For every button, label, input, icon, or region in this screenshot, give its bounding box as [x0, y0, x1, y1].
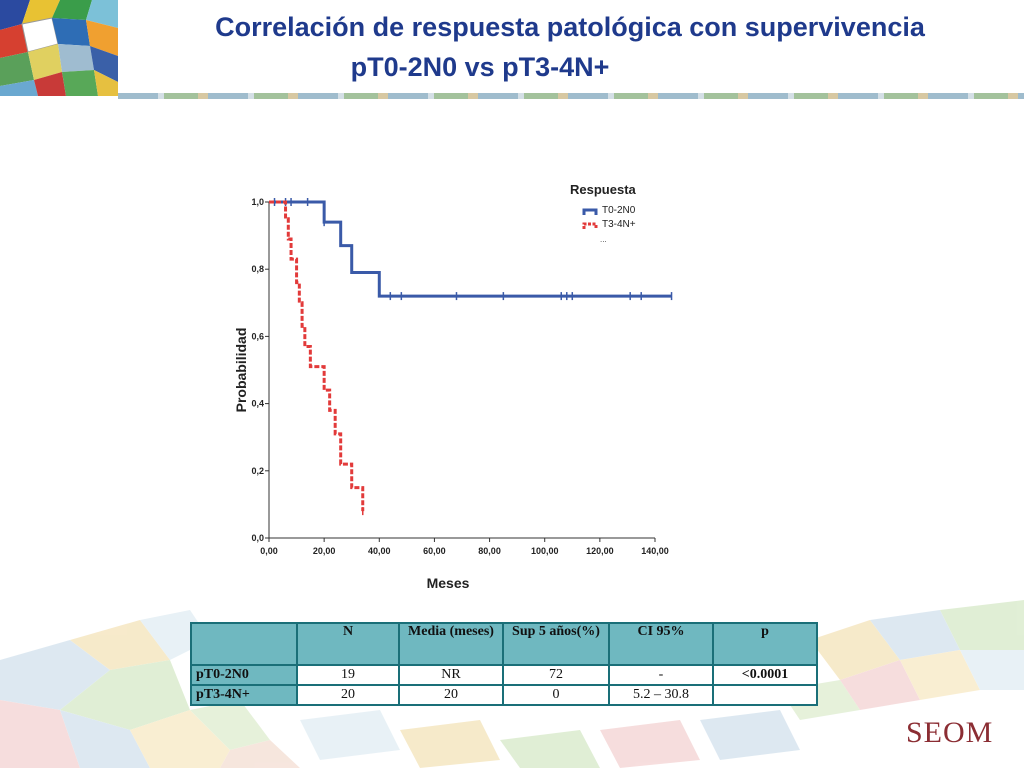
results-table: N Media (meses) Sup 5 años(%) CI 95% p p… [190, 622, 818, 706]
slide-title: Correlación de respuesta patológica con … [215, 12, 925, 42]
table-cell [712, 684, 818, 706]
x-tick-label: 120,00 [586, 546, 614, 556]
legend-extra: ... [600, 235, 607, 244]
table-cell: 72 [502, 664, 610, 686]
legend-title: Respuesta [570, 182, 637, 197]
table-row-label: pT3-4N+ [190, 684, 298, 706]
table-header-cell: N [296, 622, 400, 666]
y-tick-label: 0,0 [251, 533, 264, 543]
legend-label: T0-2N0 [602, 205, 636, 216]
table-header-cell: Sup 5 años(%) [502, 622, 610, 666]
table-row: pT3-4N+ 20 20 0 5.2 – 30.8 [190, 684, 818, 706]
table-cell: - [608, 664, 714, 686]
table-header-row: N Media (meses) Sup 5 años(%) CI 95% p [190, 622, 818, 666]
mosaic-logo [0, 0, 118, 96]
y-tick-label: 0,6 [251, 331, 264, 341]
table-row: pT0-2N0 19 NR 72 - <0.0001 [190, 664, 818, 686]
legend-swatch [582, 208, 598, 215]
table-cell: NR [398, 664, 504, 686]
chart-legend: Respuesta T0-2N0 T3-4N+... [570, 182, 637, 244]
x-tick-label: 0,00 [260, 546, 278, 556]
table-cell: 0 [502, 684, 610, 706]
x-tick-label: 20,00 [313, 546, 336, 556]
table-header-cell [190, 622, 298, 666]
kaplan-meier-chart: 0,0 0,2 0,4 0,6 0,8 1,0 0,00 20,00 40,00 60,00 80,… [233, 182, 673, 591]
legend-label: T3-4N+ [602, 219, 636, 230]
x-tick-label: 60,00 [423, 546, 446, 556]
chart-axes [268, 202, 655, 539]
table-header-cell: p [712, 622, 818, 666]
y-tick-label: 1,0 [251, 197, 264, 207]
table-cell: 19 [296, 664, 400, 686]
y-tick-label: 0,2 [251, 466, 264, 476]
table-row-label: pT0-2N0 [190, 664, 298, 686]
table-cell: 5.2 – 30.8 [608, 684, 714, 706]
x-tick-label: 140,00 [641, 546, 669, 556]
x-tick-label: 100,00 [531, 546, 559, 556]
chart-ticks: 0,0 0,2 0,4 0,6 0,8 1,0 0,00 20,00 40,00 60,00 80,… [251, 197, 668, 556]
table-cell: 20 [398, 684, 504, 706]
y-axis-label: Probabilidad [233, 328, 249, 413]
seom-logo: SEOM [906, 716, 994, 749]
y-tick-label: 0,4 [251, 399, 264, 409]
table-header-cell: CI 95% [608, 622, 714, 666]
chart-series [269, 198, 673, 516]
x-tick-label: 40,00 [368, 546, 391, 556]
slide-subtitle: pT0-2N0 vs pT3-4N+ [350, 52, 610, 82]
header-divider [118, 93, 1024, 99]
table-cell: <0.0001 [712, 664, 818, 686]
table-header-cell: Media (meses) [398, 622, 504, 666]
series-line-1 [269, 200, 365, 512]
series-line-0 [269, 200, 672, 298]
legend-swatch [582, 222, 598, 229]
y-tick-label: 0,8 [251, 264, 264, 274]
mosaic-band [0, 600, 1024, 768]
x-axis-label: Meses [427, 575, 470, 591]
table-cell: 20 [296, 684, 400, 706]
x-tick-label: 80,00 [478, 546, 501, 556]
